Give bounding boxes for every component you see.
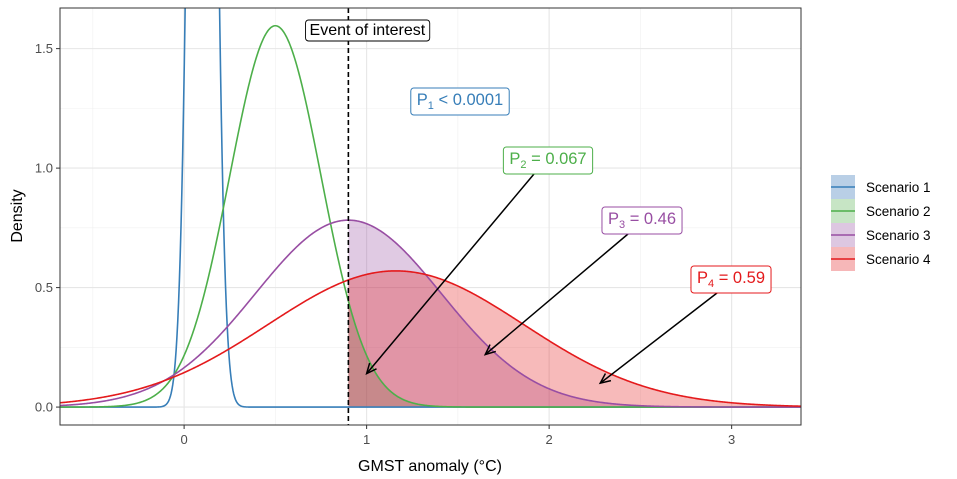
probability-symbol: P	[417, 91, 428, 109]
y-tick-label: 1.5	[35, 41, 53, 56]
y-tick-label: 0.5	[35, 280, 53, 295]
probability-value: = 0.46	[625, 210, 676, 228]
probability-subscript: 3	[619, 219, 625, 231]
legend-label: Scenario 1	[866, 180, 931, 195]
probability-label-box	[410, 87, 510, 116]
x-tick-label: 2	[546, 432, 553, 447]
legend-label: Scenario 2	[866, 204, 931, 219]
probability-label-3: P3 = 0.46	[601, 206, 683, 235]
arrow-shaft	[366, 173, 535, 375]
arrow-head	[483, 344, 497, 356]
probability-label-box	[502, 146, 594, 175]
series-4-density-line	[60, 270, 801, 407]
threshold-marker: Event of interest	[305, 8, 431, 425]
probability-symbol: P	[509, 150, 520, 168]
legend-item-2: Scenario 2	[831, 199, 931, 223]
density-curves	[60, 8, 801, 408]
probability-text: P2 = 0.067	[509, 150, 586, 171]
legend-item-4: Scenario 4	[831, 247, 931, 271]
probability-text: P3 = 0.46	[608, 210, 676, 231]
probability-symbol: P	[608, 210, 619, 228]
legend: Scenario 1 Scenario 2 Scenario 3 Scenario 4	[831, 175, 931, 271]
arrow-head	[598, 373, 612, 385]
x-tick-label: 0	[180, 432, 187, 447]
probability-label-box	[601, 206, 683, 235]
probability-text: P4 = 0.59	[697, 269, 765, 290]
series-2-exceedance-area	[348, 301, 801, 408]
threshold-label-box	[305, 19, 431, 42]
legend-label: Scenario 4	[866, 252, 931, 267]
exceedance-areas	[348, 220, 801, 408]
threshold-label: Event of interest	[310, 22, 426, 39]
arrow-shaft	[599, 292, 718, 384]
x-axis-title: GMST anomaly (°C)	[358, 458, 502, 475]
probability-label-box	[690, 265, 772, 294]
y-axis-title: Density	[9, 189, 26, 242]
probability-subscript: 4	[708, 278, 714, 290]
series-3-density-line	[60, 219, 801, 408]
y-tick-label: 1.0	[35, 161, 53, 176]
axes: 0 1 2 3 0.0 0.5 1.0 1.5	[35, 41, 735, 447]
probability-label-4: P4 = 0.59	[690, 265, 772, 294]
grid	[60, 8, 801, 425]
arrow-shaft	[484, 233, 629, 356]
series-4-exceedance-area	[348, 270, 801, 408]
probability-value: = 0.067	[527, 150, 587, 168]
legend-label: Scenario 3	[866, 228, 931, 243]
annotation-arrows	[365, 173, 718, 385]
x-tick-label: 1	[363, 432, 370, 447]
probability-value: = 0.59	[714, 269, 765, 287]
legend-item-1: Scenario 1	[831, 175, 931, 199]
series-3-exceedance-area	[348, 220, 801, 408]
probability-subscript: 2	[520, 159, 526, 171]
y-tick-label: 0.0	[35, 400, 53, 415]
probability-value: < 0.0001	[434, 91, 503, 109]
x-tick-label: 3	[728, 432, 735, 447]
probability-label-2: P2 = 0.067	[502, 146, 594, 175]
legend-item-3: Scenario 3	[831, 223, 931, 247]
plot-panel-border	[59, 7, 802, 426]
probability-subscript: 1	[428, 100, 434, 112]
probability-symbol: P	[697, 269, 708, 287]
probability-label-1: P1 < 0.0001	[410, 87, 510, 116]
probability-text: P1 < 0.0001	[417, 91, 503, 112]
arrow-head	[365, 362, 377, 376]
